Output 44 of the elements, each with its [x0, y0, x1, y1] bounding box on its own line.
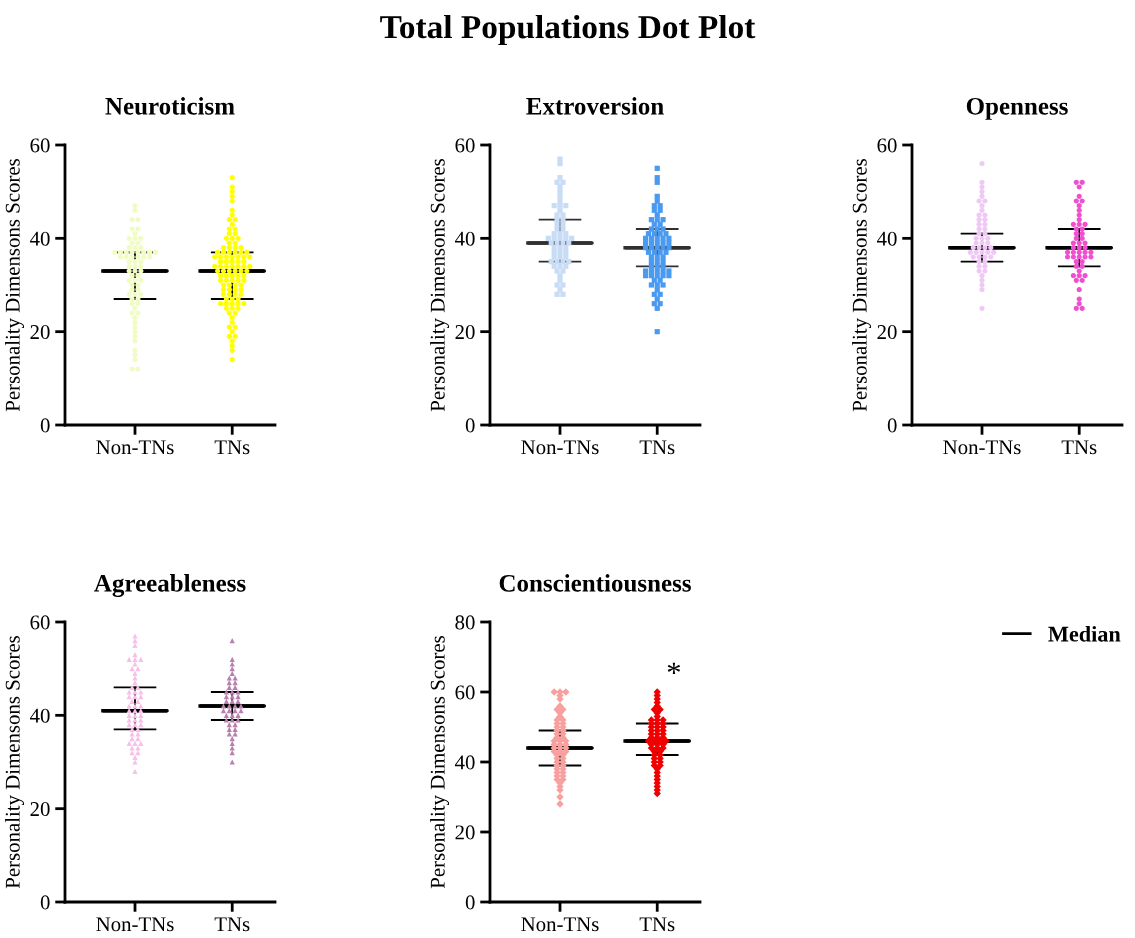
- x-tick-label: Non-TNs: [96, 440, 174, 455]
- y-axis-title: Personality Dimensons Scores: [5, 636, 25, 889]
- y-tick-label: 40: [454, 755, 475, 770]
- x-tick-label: Non-TNs: [943, 440, 1021, 455]
- y-tick-label: 0: [465, 418, 475, 433]
- x-tick-label: TNs: [639, 440, 675, 455]
- y-tick-label: 0: [465, 895, 475, 910]
- x-tick-label: Non-TNs: [521, 440, 599, 455]
- y-tick-label: 0: [40, 418, 50, 433]
- y-tick-label: 60: [455, 138, 475, 153]
- y-tick-label: 20: [877, 325, 897, 340]
- x-tick-label: Non-TNs: [521, 917, 599, 932]
- y-tick-label: 20: [455, 325, 475, 340]
- y-tick-label: 40: [454, 231, 475, 246]
- y-axis-title: Personality Dimensons Scores: [5, 159, 25, 412]
- legend-label: Median: [1048, 625, 1121, 642]
- y-tick-label: 60: [30, 138, 50, 153]
- x-tick-label: TNs: [639, 917, 675, 932]
- y-tick-label: 40: [29, 231, 50, 246]
- chart-title: Conscientiousness: [499, 574, 691, 592]
- y-axis-title: Personality Dimensons Scores: [430, 636, 450, 889]
- chart-title: Agreeableness: [94, 574, 246, 597]
- y-tick-label: 60: [455, 685, 475, 700]
- y-tick-label: 40: [876, 231, 897, 246]
- y-axis-title: Personality Dimensons Scores: [430, 159, 450, 412]
- y-tick-label: 60: [30, 615, 50, 630]
- x-tick-label: TNs: [214, 440, 250, 455]
- y-tick-label: 20: [455, 825, 475, 840]
- y-tick-label: 0: [40, 895, 50, 910]
- text: Total Populations Dot Plot: [380, 14, 756, 46]
- x-tick-label: Non-TNs: [96, 917, 174, 932]
- chart-title: Neuroticism: [105, 97, 235, 115]
- chart-title: Extroversion: [526, 97, 664, 115]
- y-tick-label: 60: [877, 138, 897, 153]
- x-tick-label: TNs: [214, 917, 250, 932]
- y-axis-title: Personality Dimensons Scores: [852, 159, 872, 412]
- y-tick-label: 20: [30, 802, 50, 817]
- y-tick-label: 0: [887, 418, 897, 433]
- x-tick-label: TNs: [1061, 440, 1097, 455]
- y-tick-label: 40: [29, 708, 50, 723]
- y-tick-label: 20: [30, 325, 50, 340]
- chart-title: Openness: [966, 97, 1068, 120]
- annotation: *: [667, 662, 681, 674]
- y-tick-label: 80: [455, 615, 475, 630]
